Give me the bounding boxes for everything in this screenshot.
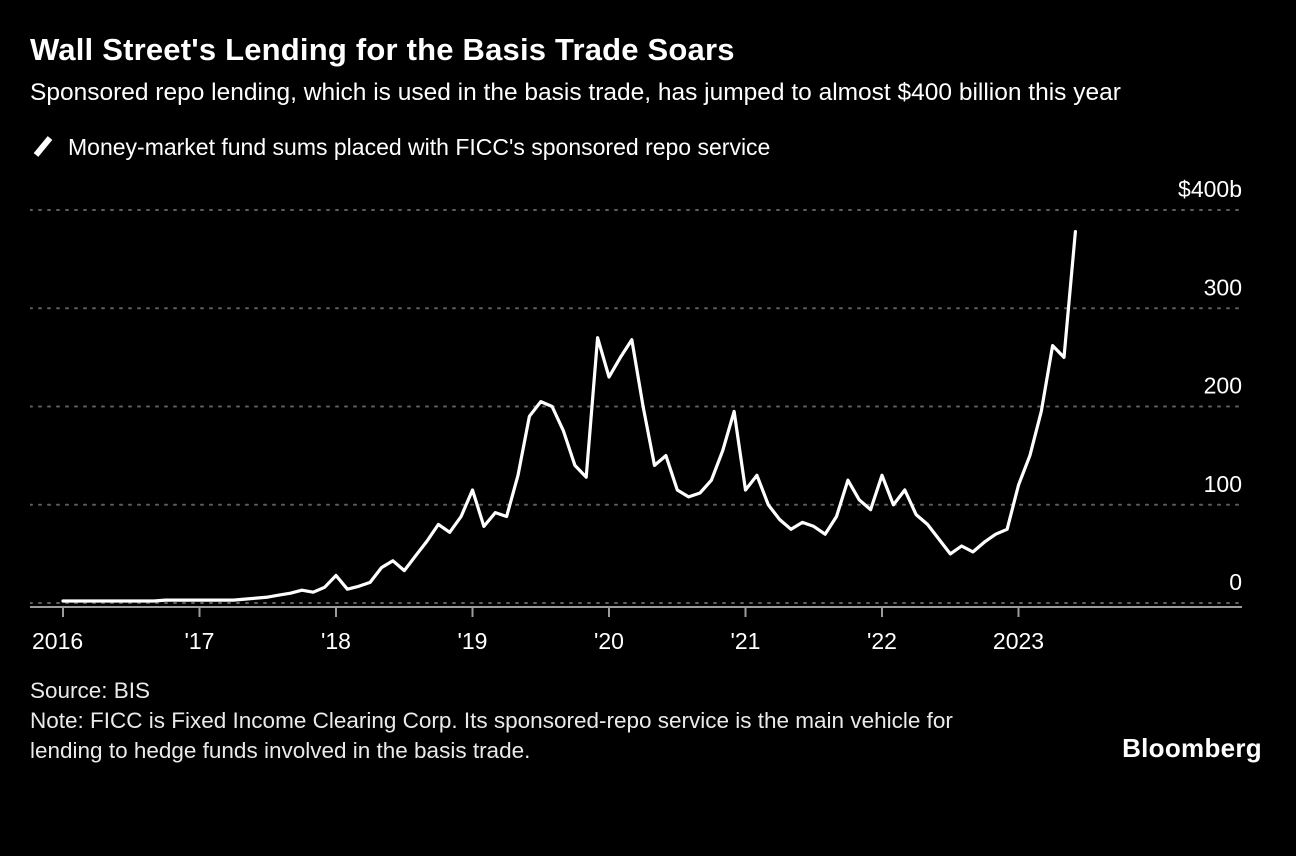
legend-label: Money-market fund sums placed with FICC'… bbox=[68, 133, 771, 160]
svg-text:200: 200 bbox=[1204, 372, 1242, 398]
svg-text:300: 300 bbox=[1204, 274, 1242, 300]
svg-text:'18: '18 bbox=[321, 628, 351, 654]
note-text: Note: FICC is Fixed Income Clearing Corp… bbox=[30, 707, 953, 764]
svg-text:2016: 2016 bbox=[32, 628, 83, 654]
svg-text:2023: 2023 bbox=[993, 628, 1044, 654]
line-series-icon bbox=[33, 136, 53, 158]
svg-text:'17: '17 bbox=[185, 628, 215, 654]
svg-text:$400b: $400b bbox=[1178, 176, 1242, 202]
chart-footer: Source: BIS Note: FICC is Fixed Income C… bbox=[30, 676, 1266, 766]
svg-text:100: 100 bbox=[1204, 471, 1242, 497]
source-text: Source: BIS bbox=[30, 677, 151, 703]
svg-text:0: 0 bbox=[1229, 569, 1242, 595]
line-chart: $400b 300 200 100 0 2016 '17 '18 '19 '20 '21 '22 202… bbox=[29, 176, 1243, 654]
chart-title: Wall Street's Lending for the Basis Trad… bbox=[30, 32, 735, 67]
svg-text:'20: '20 bbox=[594, 628, 624, 654]
bloomberg-logo: Bloomberg bbox=[1122, 733, 1262, 764]
svg-text:'21: '21 bbox=[731, 628, 761, 654]
chart-area: $400b 300 200 100 0 2016 '17 '18 '19 '20 '21 '22 202… bbox=[29, 165, 1266, 662]
legend: Money-market fund sums placed with FICC'… bbox=[32, 134, 1266, 161]
svg-text:'22: '22 bbox=[867, 628, 897, 654]
svg-text:'19: '19 bbox=[458, 628, 488, 654]
chart-subtitle: Sponsored repo lending, which is used in… bbox=[30, 79, 1121, 106]
